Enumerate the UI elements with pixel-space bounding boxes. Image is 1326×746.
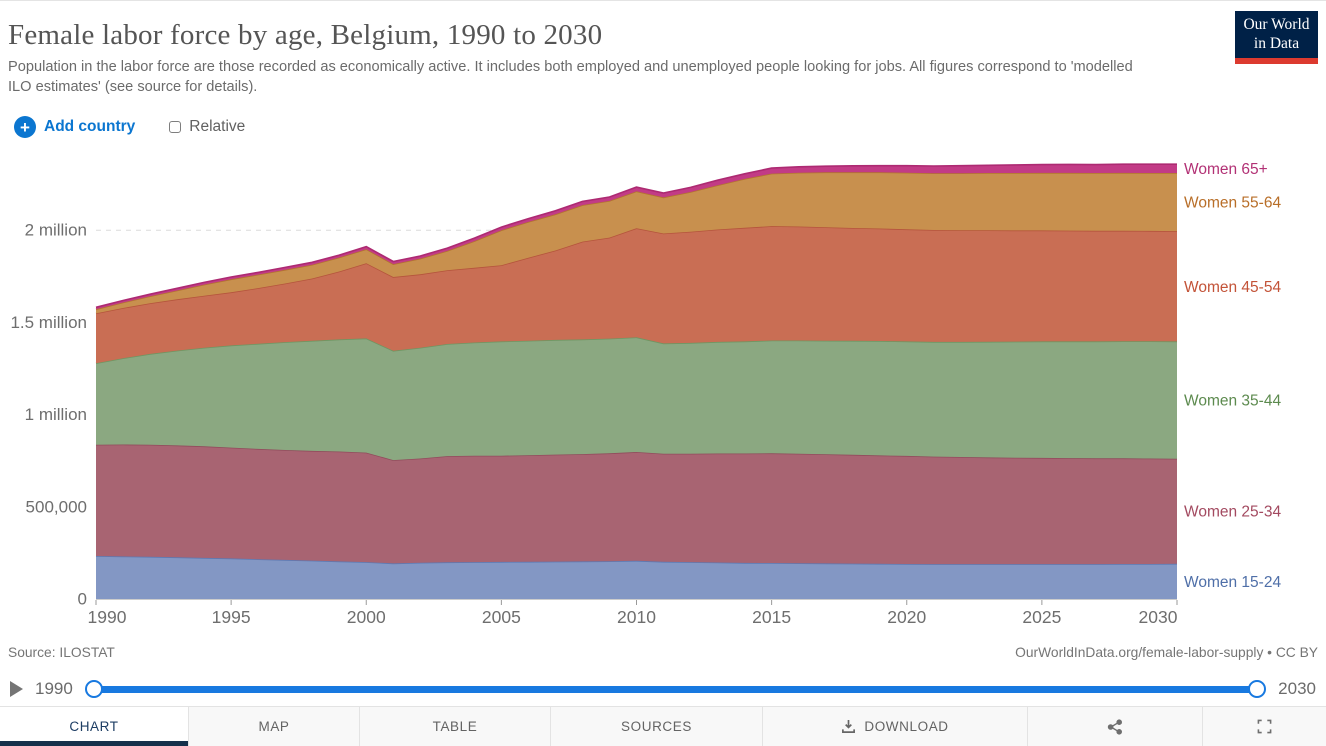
relative-toggle[interactable]: Relative xyxy=(169,118,245,136)
slider-track[interactable] xyxy=(90,686,1261,693)
area-border-women-65- xyxy=(95,163,1177,309)
legend-label-women-65-[interactable]: Women 65+ xyxy=(1184,161,1268,178)
source-label[interactable]: Source: ILOSTAT xyxy=(8,645,115,660)
chart-controls: + Add country Relative xyxy=(14,116,245,138)
plus-circle-icon: + xyxy=(14,116,36,138)
year-range-slider[interactable] xyxy=(84,677,1267,701)
tab-map[interactable]: MAP xyxy=(188,707,359,746)
x-axis-tick-label: 2020 xyxy=(887,607,926,627)
slider-handle-end[interactable] xyxy=(1248,680,1267,698)
y-axis-tick-label: 2 million xyxy=(25,221,87,240)
legend-label-women-55-64[interactable]: Women 55-64 xyxy=(1184,195,1281,212)
tab-download-label: DOWNLOAD xyxy=(864,719,949,734)
add-country-button[interactable]: + Add country xyxy=(14,116,135,138)
attribution-label[interactable]: OurWorldInData.org/female-labor-supply •… xyxy=(1015,645,1318,660)
chart-footer-note: Source: ILOSTAT OurWorldInData.org/femal… xyxy=(8,645,1318,660)
legend-label-women-25-34[interactable]: Women 25-34 xyxy=(1184,504,1281,521)
area-women-45-54[interactable] xyxy=(96,226,1177,364)
tab-table[interactable]: TABLE xyxy=(359,707,550,746)
legend-label-women-45-54[interactable]: Women 45-54 xyxy=(1184,279,1281,296)
owid-logo[interactable]: Our World in Data xyxy=(1235,11,1318,64)
area-women-55-64[interactable] xyxy=(96,172,1177,314)
x-axis-tick-label: 2005 xyxy=(482,607,521,627)
legend-label-women-15-24[interactable]: Women 15-24 xyxy=(1184,574,1281,591)
tab-fullscreen[interactable] xyxy=(1202,707,1326,746)
tab-share[interactable] xyxy=(1027,707,1202,746)
tab-sources[interactable]: SOURCES xyxy=(550,707,762,746)
x-axis-tick-label: 1995 xyxy=(212,607,251,627)
tab-table-label: TABLE xyxy=(432,719,478,734)
x-axis-tick-label: 2010 xyxy=(617,607,656,627)
fullscreen-icon xyxy=(1257,719,1272,734)
y-axis-tick-label: 1 million xyxy=(25,405,87,424)
tab-map-label: MAP xyxy=(258,719,290,734)
add-country-label: Add country xyxy=(44,118,136,135)
timeline-end-year: 2030 xyxy=(1278,679,1316,698)
logo-line-2: in Data xyxy=(1253,34,1300,52)
tab-chart-label: CHART xyxy=(69,719,119,734)
tab-download[interactable]: DOWNLOAD xyxy=(762,707,1027,746)
y-axis-tick-label: 500,000 xyxy=(26,497,87,516)
y-axis-tick-label: 1.5 million xyxy=(10,313,87,332)
x-axis-tick-label: 1990 xyxy=(88,607,127,627)
slider-handle-start[interactable] xyxy=(84,680,103,698)
play-icon[interactable] xyxy=(10,681,23,697)
area-women-35-44[interactable] xyxy=(96,337,1177,461)
area-women-25-34[interactable] xyxy=(96,444,1177,565)
legend-label-women-35-44[interactable]: Women 35-44 xyxy=(1184,393,1281,410)
tab-sources-label: SOURCES xyxy=(621,719,692,734)
timeline: 1990 2030 xyxy=(8,677,1316,701)
relative-label: Relative xyxy=(189,118,246,135)
relative-checkbox[interactable] xyxy=(169,121,182,133)
x-axis-tick-label: 2025 xyxy=(1022,607,1061,627)
x-axis-tick-label: 2030 xyxy=(1139,607,1178,627)
x-axis-tick-label: 2000 xyxy=(347,607,386,627)
download-icon xyxy=(841,719,856,734)
logo-line-1: Our World xyxy=(1243,15,1310,33)
share-icon xyxy=(1107,718,1123,735)
footer-tabbar: CHART MAP TABLE SOURCES DOWNLOAD xyxy=(0,706,1326,746)
tab-chart[interactable]: CHART xyxy=(0,707,188,746)
timeline-start-year: 1990 xyxy=(35,679,73,698)
area-women-15-24[interactable] xyxy=(96,556,1177,599)
stacked-area-chart: 0 500,000 1 million 1.5 million 2 million 199… xyxy=(10,161,1281,627)
page-title: Female labor force by age, Belgium, 1990… xyxy=(8,19,603,51)
x-axis-tick-label: 2015 xyxy=(752,607,791,627)
y-axis-tick-label: 0 xyxy=(78,590,87,609)
page-subtitle: Population in the labor force are those … xyxy=(8,59,1133,96)
